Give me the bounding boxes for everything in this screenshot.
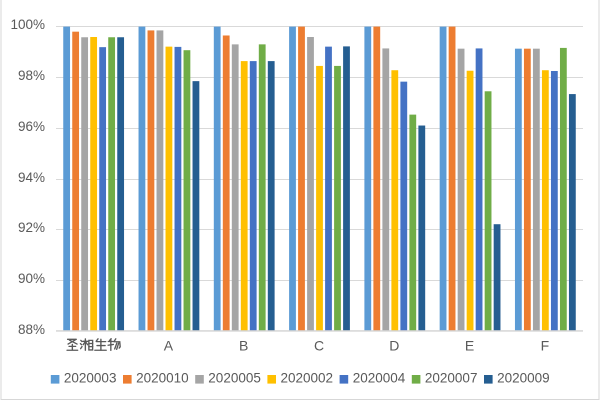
svg-text:96%: 96%: [18, 119, 45, 134]
svg-text:2020010: 2020010: [136, 371, 189, 386]
svg-text:2020009: 2020009: [497, 371, 550, 386]
svg-text:88%: 88%: [18, 322, 45, 337]
svg-text:F: F: [541, 337, 550, 353]
svg-text:A: A: [164, 337, 174, 353]
svg-text:2020003: 2020003: [64, 371, 117, 386]
svg-text:2020002: 2020002: [281, 371, 334, 386]
svg-text:B: B: [239, 337, 248, 353]
svg-text:98%: 98%: [18, 68, 45, 83]
svg-text:C: C: [314, 337, 324, 353]
svg-text:2020007: 2020007: [425, 371, 478, 386]
svg-text:D: D: [389, 337, 399, 353]
svg-text:E: E: [465, 337, 474, 353]
svg-text:2020004: 2020004: [353, 371, 406, 386]
svg-text:2020005: 2020005: [208, 371, 261, 386]
svg-text:100%: 100%: [10, 17, 45, 32]
svg-text:94%: 94%: [18, 170, 45, 185]
svg-text:90%: 90%: [18, 271, 45, 286]
svg-text:92%: 92%: [18, 220, 45, 235]
